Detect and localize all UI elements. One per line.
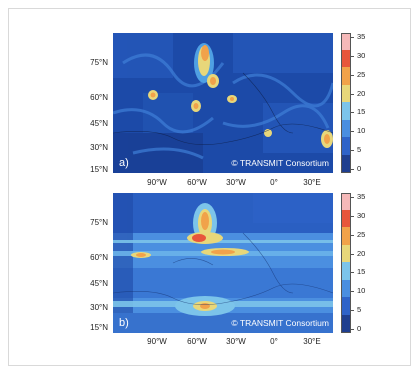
colorbar-tick-mark <box>351 197 354 198</box>
colorbar-segment <box>342 154 350 172</box>
lat-tick: 15°N <box>90 165 108 174</box>
colorbar-tick-mark <box>351 329 354 330</box>
panel-letter: b) <box>119 317 129 329</box>
colorbar-tick-label: 35 <box>357 192 366 201</box>
map-panel-a: a) © TRANSMIT Consortium <box>113 33 333 173</box>
colorbar-segment <box>342 194 350 210</box>
lon-tick: 60°W <box>187 178 207 187</box>
figure-frame <box>8 8 411 366</box>
colorbar-tick-mark <box>351 272 354 274</box>
colorbar-tick-mark <box>351 55 354 57</box>
lat-tick: 45°N <box>90 119 108 128</box>
colorbar-tick-label: 10 <box>357 126 366 136</box>
lon-tick: 30°E <box>303 178 321 187</box>
colorbar-segment <box>342 279 350 297</box>
colorbar-tick-label: 0 <box>357 164 362 173</box>
colorbar-segment <box>342 226 350 245</box>
lat-tick: 30°N <box>90 143 108 152</box>
colorbar-tick-label: 20 <box>357 248 366 258</box>
heatmap-b <box>113 193 333 333</box>
colorbar-tick-label: 30 <box>357 210 366 220</box>
colorbar-tick-mark <box>351 234 354 236</box>
colorbar-tick-label: 5 <box>357 305 362 315</box>
colorbar-a <box>341 33 351 173</box>
lon-tick: 30°E <box>303 337 321 346</box>
lat-tick: 75°N <box>90 218 108 227</box>
colorbar-tick-label: 10 <box>357 286 366 296</box>
colorbar-segment <box>342 34 350 50</box>
colorbar-tick-mark <box>351 93 354 95</box>
panel-letter: a) <box>119 157 129 169</box>
credit-text: © TRANSMIT Consortium <box>231 158 329 168</box>
colorbar-tick-label: 20 <box>357 88 366 98</box>
credit-text: © TRANSMIT Consortium <box>231 318 329 328</box>
colorbar-tick-label: 15 <box>357 107 366 117</box>
heatmap-a <box>113 33 333 173</box>
lat-tick: 60°N <box>90 253 108 262</box>
colorbar-tick-mark <box>351 215 354 217</box>
colorbar-tick-label: 5 <box>357 145 362 155</box>
colorbar-segment <box>342 84 350 102</box>
colorbar-tick-mark <box>351 150 354 152</box>
colorbar-tick-mark <box>351 131 354 133</box>
colorbar-tick-label: 0 <box>357 324 362 333</box>
colorbar-segment <box>342 244 350 262</box>
lat-tick: 60°N <box>90 93 108 102</box>
colorbar-segment <box>342 136 350 155</box>
colorbar-segment <box>342 314 350 332</box>
colorbar-tick-mark <box>351 74 354 76</box>
colorbar-tick-label: 30 <box>357 50 366 60</box>
lon-tick: 90°W <box>147 178 167 187</box>
colorbar-segment <box>342 101 350 120</box>
lat-tick: 15°N <box>90 323 108 332</box>
colorbar-tick-label: 25 <box>357 229 366 239</box>
lat-tick: 30°N <box>90 303 108 312</box>
lon-tick: 30°W <box>226 178 246 187</box>
lon-tick: 30°W <box>226 337 246 346</box>
colorbar-tick-mark <box>351 291 354 293</box>
colorbar-segment <box>342 296 350 315</box>
colorbar-segment <box>342 261 350 280</box>
colorbar-tick-label: 15 <box>357 267 366 277</box>
lat-tick: 45°N <box>90 279 108 288</box>
colorbar-tick-label: 25 <box>357 69 366 79</box>
lon-tick: 0° <box>270 178 278 187</box>
lat-tick: 75°N <box>90 58 108 67</box>
lon-tick: 60°W <box>187 337 207 346</box>
colorbar-tick-label: 35 <box>357 32 366 41</box>
colorbar-segment <box>342 209 350 227</box>
colorbar-tick-mark <box>351 253 354 255</box>
colorbar-tick-mark <box>351 112 354 114</box>
colorbar-segment <box>342 49 350 67</box>
lon-tick: 0° <box>270 337 278 346</box>
lon-tick: 90°W <box>147 337 167 346</box>
map-panel-b: b) © TRANSMIT Consortium <box>113 193 333 333</box>
colorbar-segment <box>342 119 350 137</box>
colorbar-b <box>341 193 351 333</box>
colorbar-tick-mark <box>351 169 354 170</box>
colorbar-tick-mark <box>351 37 354 38</box>
colorbar-segment <box>342 66 350 85</box>
colorbar-tick-mark <box>351 310 354 312</box>
